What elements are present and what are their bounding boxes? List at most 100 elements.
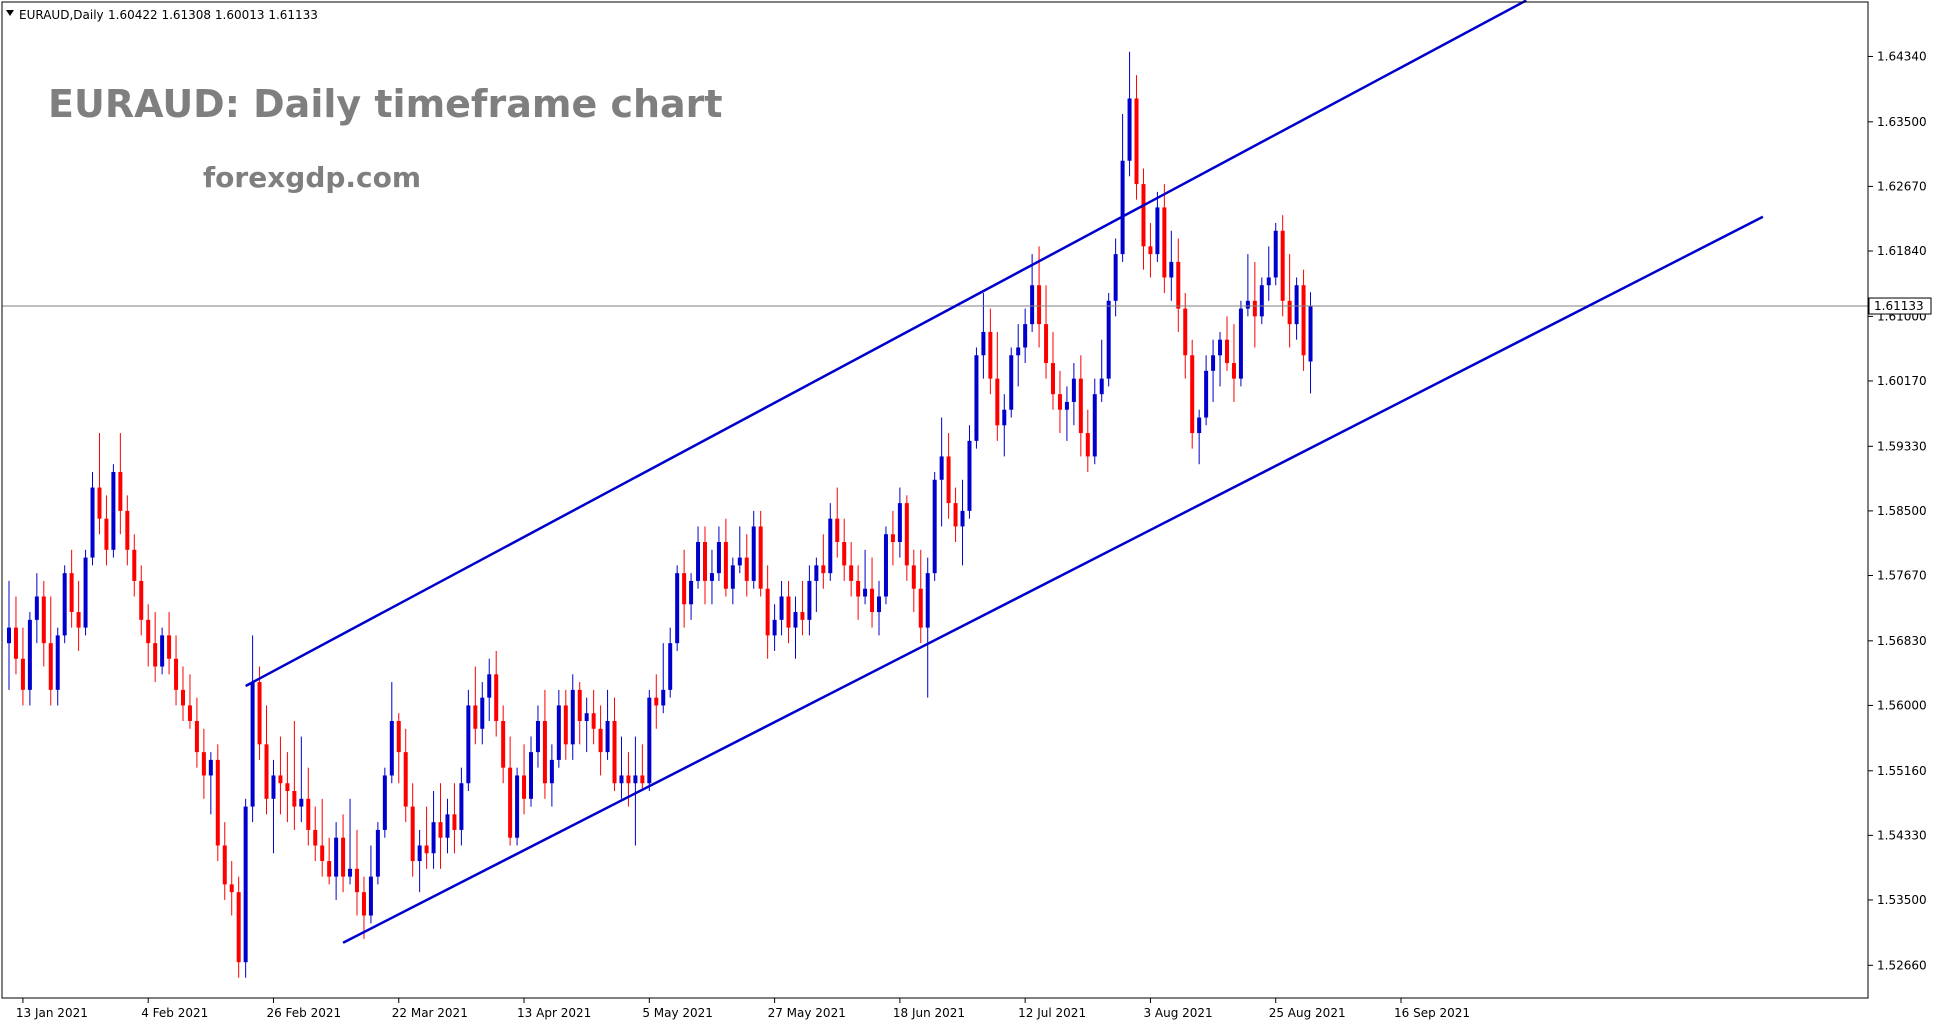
- candle: [160, 627, 165, 675]
- candle-body: [703, 542, 707, 581]
- candle-body: [591, 713, 596, 729]
- current-price-tag-label: 1.61133: [1874, 299, 1924, 313]
- candle: [1252, 261, 1257, 348]
- candle: [1176, 238, 1181, 332]
- candle-body: [1120, 160, 1125, 255]
- candle-body: [744, 557, 749, 581]
- candle: [236, 876, 241, 978]
- candle-body: [1176, 261, 1181, 309]
- candle-body: [1252, 300, 1257, 317]
- candle: [1085, 409, 1090, 472]
- candle: [1064, 386, 1069, 441]
- candle-body: [201, 752, 206, 776]
- candle: [389, 682, 394, 784]
- candle: [153, 612, 158, 683]
- candle: [229, 861, 234, 916]
- candle-body: [563, 705, 568, 745]
- candle-body: [786, 596, 791, 628]
- candle: [709, 549, 714, 605]
- candle-body: [751, 526, 756, 581]
- candle: [403, 728, 408, 823]
- candle: [640, 744, 645, 792]
- candle: [988, 308, 993, 395]
- candle-body: [1092, 394, 1097, 457]
- candle-body: [480, 697, 485, 729]
- candle: [125, 495, 130, 566]
- candle: [605, 689, 610, 760]
- candle-body: [654, 697, 659, 706]
- candle: [556, 689, 561, 768]
- candle: [981, 293, 986, 379]
- candle-body: [1162, 207, 1167, 278]
- candle-body: [1245, 300, 1250, 309]
- candle-body: [306, 798, 311, 830]
- candle: [76, 580, 81, 651]
- candle-body: [1009, 355, 1014, 410]
- candle-body: [1099, 378, 1104, 395]
- candle-body: [529, 752, 533, 799]
- candle: [1092, 378, 1097, 465]
- candle-body: [368, 876, 373, 916]
- x-axis: 13 Jan 2021 4 Feb 2021 26 Feb 2021 22 Mar 2…: [16, 998, 1470, 1020]
- candle-body: [403, 752, 408, 807]
- candle-body: [334, 837, 339, 877]
- candle-body: [1051, 363, 1055, 395]
- candle: [1280, 215, 1285, 317]
- candle-body: [167, 635, 172, 659]
- candle-body: [1231, 363, 1236, 379]
- candle: [306, 767, 311, 846]
- candle: [932, 471, 937, 581]
- candle: [1197, 409, 1202, 465]
- candle-body: [1085, 433, 1090, 457]
- candle-body: [327, 861, 332, 877]
- candle-body: [682, 573, 687, 605]
- symbol-dropdown-icon[interactable]: [6, 10, 14, 16]
- candle-body: [389, 720, 394, 776]
- candle: [355, 829, 359, 916]
- candle-body: [779, 596, 784, 620]
- y-tick-label: 1.56000: [1877, 698, 1927, 712]
- candle-body: [229, 884, 234, 893]
- candle: [995, 331, 1000, 441]
- candle: [716, 526, 721, 581]
- candle-body: [1238, 308, 1243, 379]
- candle: [97, 433, 102, 535]
- y-tick-label: 1.55160: [1877, 764, 1927, 778]
- candle-body: [382, 775, 387, 830]
- candle: [466, 689, 471, 792]
- candles-layer: [7, 51, 1313, 978]
- y-tick-label: 1.52660: [1877, 958, 1927, 972]
- candle-body: [626, 775, 631, 784]
- y-tick-label: 1.59330: [1877, 439, 1927, 453]
- candle: [904, 495, 909, 581]
- candle: [201, 728, 206, 799]
- candle: [313, 806, 318, 862]
- candle-body: [341, 837, 346, 877]
- candle-body: [215, 759, 220, 846]
- candle-body: [466, 705, 471, 784]
- candle: [452, 783, 457, 854]
- candle-body: [181, 689, 185, 706]
- candle-body: [1023, 324, 1028, 348]
- candle-body: [1294, 285, 1299, 325]
- candle: [696, 526, 701, 589]
- candle-body: [598, 728, 603, 753]
- candle: [598, 705, 603, 776]
- candle-body: [208, 759, 213, 776]
- candle: [146, 604, 151, 667]
- candle: [751, 510, 756, 589]
- candle-body: [1113, 254, 1118, 301]
- candle-body: [153, 643, 158, 667]
- candle: [1231, 324, 1236, 402]
- candle: [703, 526, 707, 605]
- candle: [1169, 230, 1174, 301]
- candle-body: [459, 783, 464, 830]
- candle: [675, 565, 680, 651]
- candle-body: [41, 596, 46, 644]
- candle-body: [62, 573, 67, 636]
- candle: [222, 822, 227, 900]
- candle: [1023, 308, 1028, 364]
- candle-body: [549, 759, 554, 784]
- candle: [341, 814, 346, 893]
